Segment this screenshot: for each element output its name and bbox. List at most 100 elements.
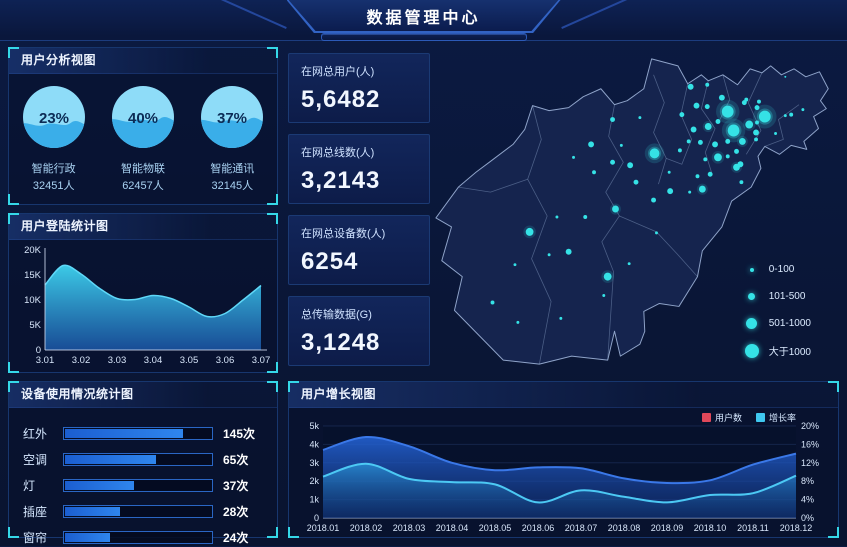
svg-text:1k: 1k: [309, 495, 319, 505]
stat-value: 3,1248: [301, 329, 381, 356]
bar-row: 插座 28次: [23, 501, 263, 521]
map-legend-row: 大于1000: [744, 337, 811, 364]
stat-card: 在网总用户(人) 5,6482: [288, 53, 430, 123]
map-legend-dot-wrap: [744, 343, 760, 358]
svg-text:2018.10: 2018.10: [694, 523, 727, 533]
map-legend-dot: [749, 267, 754, 272]
stat-label: 在网总设备数(人): [301, 228, 386, 240]
map-legend-label: 0-100: [768, 264, 795, 275]
svg-text:0%: 0%: [801, 513, 814, 523]
header: 数据管理中心: [0, 0, 847, 41]
gauge-circle: 40%: [111, 86, 174, 148]
header-wing-left: [208, 0, 287, 29]
svg-text:15K: 15K: [24, 270, 42, 281]
bar-value-label: 24次: [223, 530, 249, 545]
svg-text:8%: 8%: [801, 476, 814, 486]
svg-text:3.02: 3.02: [72, 355, 91, 366]
svg-text:2018.12: 2018.12: [780, 523, 813, 533]
bar-fill: [65, 480, 134, 490]
svg-text:0: 0: [36, 345, 41, 356]
gauge-count: 32451人: [32, 180, 75, 192]
growth-area-chart: 0 1k 2k 3k 4k 5k 0% 4% 8% 12% 16% 20% 2018.01 2018.02…: [307, 421, 819, 533]
map-legend-label: 501-1000: [768, 318, 811, 329]
bar-row: 空调 65次: [23, 449, 263, 469]
map-legend-row: 501-1000: [744, 310, 811, 337]
map-legend-row: 0-100: [744, 256, 811, 283]
header-banner-frame: 数据管理中心: [286, 0, 561, 33]
page-title: 数据管理中心: [366, 9, 481, 27]
panel-title-user-growth: 用户增长视图: [289, 382, 838, 408]
bar-value-label: 65次: [223, 452, 249, 467]
bar-track: [63, 478, 213, 492]
svg-text:10K: 10K: [24, 295, 42, 306]
svg-text:5K: 5K: [29, 320, 41, 331]
legend-swatch: [755, 413, 765, 422]
stat-label: 在网总线数(人): [301, 147, 375, 159]
svg-text:3.03: 3.03: [108, 355, 127, 366]
svg-text:2018.08: 2018.08: [608, 523, 641, 533]
device-usage-bar-chart: 红外 145次空调 65次灯 37次插座 28次窗帘 24次: [9, 408, 277, 547]
svg-text:2018.03: 2018.03: [393, 523, 426, 533]
gauge-label: 智能物联: [120, 163, 165, 175]
login-area-chart: 0 5K 10K 15K 20K 3.01 3.02 3.03 3.04 3.05 3.06 3.07: [24, 245, 271, 366]
bar-row: 灯 37次: [23, 475, 263, 495]
header-decoration-bar: [320, 33, 527, 41]
header-banner: 数据管理中心: [288, 0, 559, 31]
map-legend-dot-wrap: [744, 293, 760, 300]
svg-text:4k: 4k: [309, 439, 319, 449]
panel-title-login-statistics: 用户登陆统计图: [9, 214, 277, 240]
svg-text:2018.09: 2018.09: [651, 523, 684, 533]
panel-title-user-analysis: 用户分析视图: [9, 48, 277, 74]
bar-value-label: 28次: [223, 504, 249, 519]
stat-value: 6254: [301, 248, 359, 275]
map-legend-dot: [746, 318, 758, 329]
svg-text:0: 0: [314, 513, 319, 523]
stat-card: 在网总线数(人) 3,2143: [288, 134, 430, 204]
liquid-gauge: 37% 智能通讯 32145人: [191, 84, 273, 193]
bar-category-label: 空调: [23, 452, 48, 467]
bar-track: [63, 530, 213, 544]
map-legend-dot-wrap: [744, 267, 760, 272]
map-legend-dot-wrap: [744, 318, 760, 329]
svg-text:3.07: 3.07: [252, 355, 271, 366]
svg-text:37%: 37%: [217, 110, 247, 127]
svg-text:2018.05: 2018.05: [479, 523, 512, 533]
gauge-label: 智能行政: [31, 163, 76, 175]
svg-text:2018.11: 2018.11: [737, 523, 769, 533]
legend-label: 用户数: [714, 413, 742, 423]
bar-category-label: 插座: [23, 504, 48, 519]
panel-user-analysis: 用户分析视图 23% 智能行政 32451人 40% 智能物联 62457人 37% 智能通讯…: [8, 47, 278, 205]
legend-swatch: [701, 413, 711, 422]
bar-fill: [65, 454, 156, 464]
stat-card: 总传输数据(G) 3,1248: [288, 296, 430, 366]
stat-value: 3,2143: [301, 167, 381, 194]
bar-category-label: 红外: [23, 426, 48, 441]
map-legend-dot: [744, 343, 759, 358]
bar-value-label: 37次: [223, 478, 249, 493]
panel-device-usage: 设备使用情况统计图 红外 145次 空调 65次灯 37次 插座 28次 窗帘 24次: [8, 381, 278, 545]
map-size-legend: 0-100 101-500 501-1000 大于1000: [744, 256, 811, 364]
stat-card: 在网总设备数(人) 6254: [288, 215, 430, 285]
map-legend-label: 大于1000: [768, 347, 811, 358]
gauge-count: 32145人: [211, 180, 254, 192]
bar-fill: [65, 428, 184, 438]
stat-value: 5,6482: [301, 86, 381, 113]
svg-text:20%: 20%: [801, 421, 819, 431]
legend-item-users[interactable]: 用户数: [701, 411, 742, 424]
stat-label: 总传输数据(G): [301, 309, 372, 321]
corner-bracket-br: [267, 194, 278, 205]
svg-text:5k: 5k: [309, 421, 319, 431]
svg-text:4%: 4%: [801, 495, 814, 505]
stat-label: 在网总用户(人): [301, 66, 375, 78]
growth-chart-legend: 用户数 增长率: [701, 411, 796, 424]
gauge-circle: 37%: [201, 86, 264, 148]
svg-text:23%: 23%: [39, 110, 69, 127]
legend-item-growth[interactable]: 增长率: [755, 411, 796, 424]
svg-text:3.01: 3.01: [36, 355, 55, 366]
bar-category-label: 窗帘: [23, 530, 48, 545]
svg-text:2018.04: 2018.04: [436, 523, 469, 533]
liquid-gauge: 23% 智能行政 32451人: [13, 84, 95, 193]
bar-row: 红外 145次: [23, 423, 263, 443]
bar-value-label: 145次: [223, 426, 256, 441]
svg-text:3.06: 3.06: [216, 355, 235, 366]
